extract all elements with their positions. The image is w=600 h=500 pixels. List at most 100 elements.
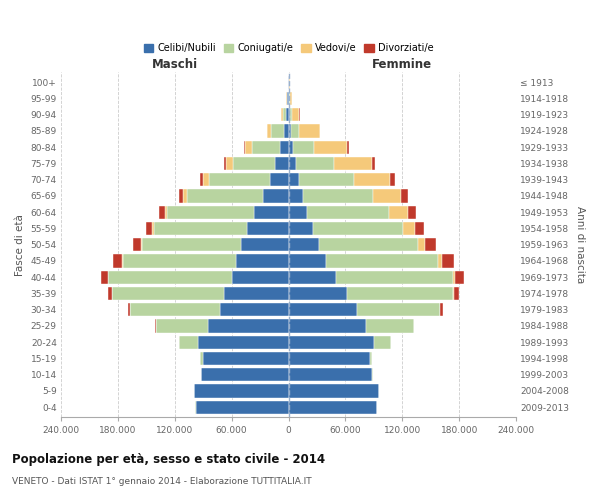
Bar — [283, 108, 286, 122]
Bar — [112, 287, 224, 300]
Bar — [156, 320, 208, 332]
Bar — [179, 190, 183, 202]
Bar — [354, 173, 390, 186]
Bar — [374, 336, 391, 349]
Bar — [200, 173, 203, 186]
Bar — [289, 254, 326, 268]
Bar — [425, 238, 436, 252]
Bar — [287, 92, 289, 105]
Bar — [194, 384, 289, 398]
Bar — [289, 206, 307, 219]
Bar — [290, 108, 292, 122]
Bar — [289, 384, 379, 398]
Bar — [299, 173, 354, 186]
Bar — [289, 320, 366, 332]
Bar — [454, 287, 459, 300]
Bar — [203, 173, 209, 186]
Bar — [347, 287, 454, 300]
Bar — [133, 238, 141, 252]
Bar — [347, 140, 349, 154]
Bar — [167, 206, 254, 219]
Text: Maschi: Maschi — [152, 58, 198, 71]
Bar — [408, 206, 416, 219]
Bar — [314, 140, 347, 154]
Bar — [289, 336, 374, 349]
Bar — [293, 140, 314, 154]
Bar — [299, 124, 320, 138]
Bar — [244, 140, 245, 154]
Bar — [245, 140, 251, 154]
Bar — [289, 303, 357, 316]
Bar — [307, 206, 389, 219]
Bar — [313, 222, 403, 235]
Bar — [154, 222, 247, 235]
Bar — [289, 222, 313, 235]
Bar — [438, 254, 442, 268]
Bar — [292, 108, 299, 122]
Bar — [236, 254, 289, 268]
Bar — [366, 320, 413, 332]
Bar — [373, 190, 401, 202]
Bar — [284, 124, 289, 138]
Bar — [201, 368, 289, 382]
Bar — [403, 222, 415, 235]
Bar — [289, 157, 296, 170]
Bar — [179, 336, 199, 349]
Bar — [390, 173, 395, 186]
Bar — [281, 108, 283, 122]
Bar — [241, 238, 289, 252]
Bar — [208, 320, 289, 332]
Legend: Celibi/Nubili, Coniugati/e, Vedovi/e, Divorziati/e: Celibi/Nubili, Coniugati/e, Vedovi/e, Di… — [140, 40, 437, 57]
Bar — [128, 303, 130, 316]
Bar — [200, 352, 203, 365]
Bar — [122, 254, 236, 268]
Bar — [101, 270, 108, 284]
Bar — [142, 238, 241, 252]
Bar — [203, 352, 289, 365]
Bar — [233, 157, 275, 170]
Bar — [303, 190, 373, 202]
Text: Popolazione per età, sesso e stato civile - 2014: Popolazione per età, sesso e stato civil… — [12, 452, 325, 466]
Bar — [187, 190, 263, 202]
Bar — [289, 400, 377, 414]
Bar — [289, 140, 293, 154]
Bar — [289, 287, 347, 300]
Bar — [372, 157, 375, 170]
Bar — [280, 140, 289, 154]
Bar — [370, 352, 373, 365]
Bar — [289, 173, 299, 186]
Bar — [286, 108, 289, 122]
Y-axis label: Anni di nascita: Anni di nascita — [575, 206, 585, 284]
Bar — [289, 124, 292, 138]
Bar — [232, 270, 289, 284]
Bar — [288, 76, 289, 89]
Bar — [141, 238, 142, 252]
Bar — [372, 368, 373, 382]
Text: Femmine: Femmine — [372, 58, 433, 71]
Y-axis label: Fasce di età: Fasce di età — [15, 214, 25, 276]
Bar — [183, 190, 187, 202]
Bar — [401, 190, 408, 202]
Bar — [165, 206, 167, 219]
Bar — [109, 270, 232, 284]
Bar — [209, 173, 269, 186]
Bar — [199, 336, 289, 349]
Bar — [326, 254, 438, 268]
Bar — [220, 303, 289, 316]
Bar — [289, 108, 290, 122]
Bar — [159, 206, 165, 219]
Bar — [254, 206, 289, 219]
Bar — [289, 270, 336, 284]
Bar — [269, 173, 289, 186]
Bar — [334, 157, 372, 170]
Bar — [389, 206, 408, 219]
Bar — [454, 270, 455, 284]
Bar — [155, 320, 156, 332]
Bar — [414, 320, 415, 332]
Bar — [289, 190, 303, 202]
Bar — [146, 222, 152, 235]
Bar — [224, 157, 226, 170]
Bar — [130, 303, 220, 316]
Bar — [336, 270, 454, 284]
Bar — [455, 270, 464, 284]
